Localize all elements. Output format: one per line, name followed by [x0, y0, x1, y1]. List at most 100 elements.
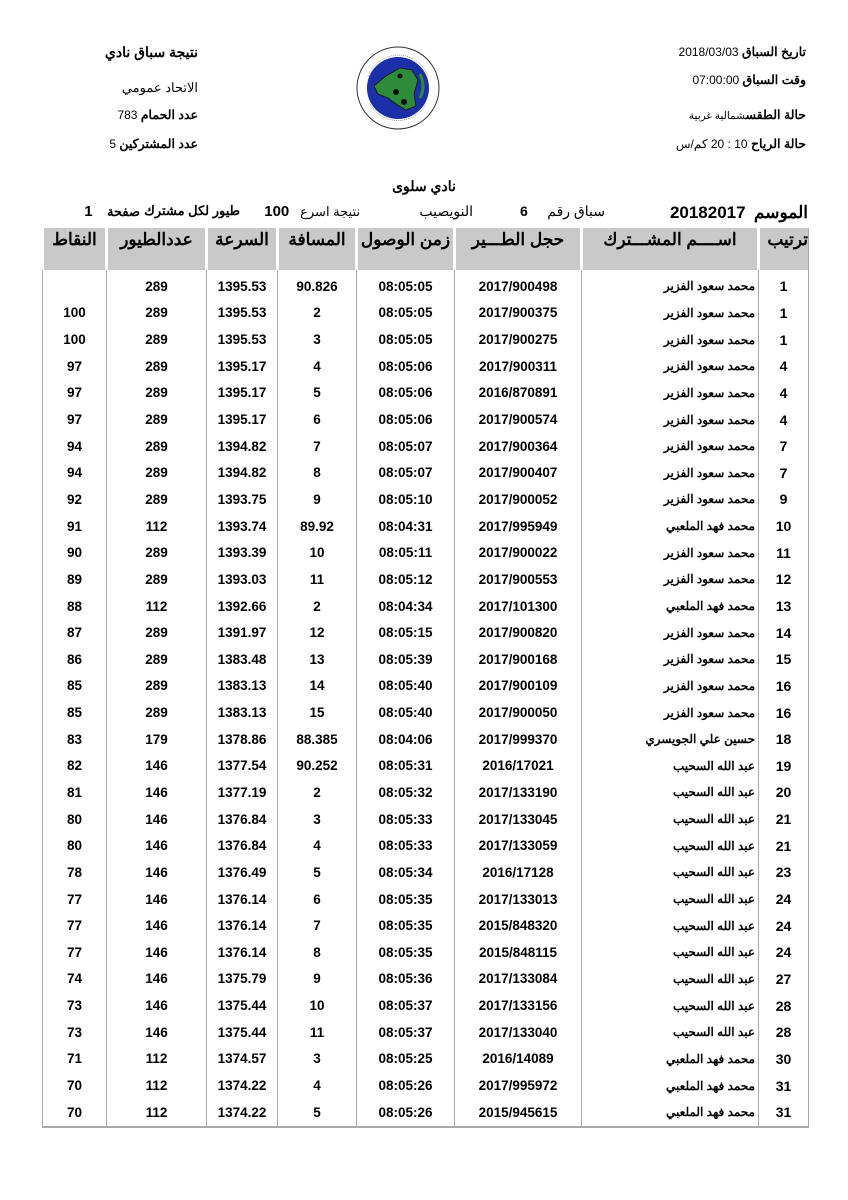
ring-cell: 2017/133059	[454, 832, 582, 860]
points-cell: 73	[42, 1018, 107, 1046]
race-time-label: وقت السباق	[742, 73, 806, 87]
arrival-time-cell: 08:05:26	[356, 1098, 455, 1128]
points-cell: 90	[42, 539, 107, 567]
ring-cell: 2017/900168	[454, 645, 582, 673]
participant-count: عدد المشتركين 5	[109, 136, 198, 151]
rank-cell: 9	[758, 486, 809, 513]
ring-cell: 2017/900052	[454, 486, 582, 513]
participant-count-label: عدد المشتركين	[119, 137, 198, 151]
arrival-time-cell: 08:05:36	[356, 965, 455, 993]
table-row: 9 محمد سعود الفزير 2017/900052 08:05:10 9 139…	[42, 486, 809, 513]
speed-cell: 1395.53	[206, 299, 278, 327]
fastest-result-label: نتيجة اسرع	[300, 204, 360, 219]
rank-cell: 13	[758, 592, 809, 620]
rank-cell: 31	[758, 1098, 809, 1128]
speed-cell: 1393.39	[206, 539, 278, 567]
ring-cell: 2017/900820	[454, 619, 582, 646]
bird-count-cell: 146	[106, 939, 207, 966]
points-cell: 92	[42, 486, 107, 513]
rank-cell: 18	[758, 725, 809, 753]
speed-cell: 1395.53	[206, 273, 278, 300]
table-row: 4 محمد سعود الفزير 2016/870891 08:05:06 5 139…	[42, 379, 809, 407]
ring-cell: 2017/900498	[454, 273, 582, 300]
participant-cell: محمد سعود الفزير	[581, 299, 759, 327]
participant-cell: عبد الله السحيب	[581, 805, 759, 833]
rank-cell: 7	[758, 459, 809, 487]
col-participant: اســــم المشـــترك	[580, 228, 759, 270]
table-row: 21 عبد الله السحيب 2017/133045 08:05:33 3 137…	[42, 805, 809, 833]
table-row: 20 عبد الله السحيب 2017/133190 08:05:32 2 137…	[42, 779, 809, 806]
bird-count-cell: 146	[106, 965, 207, 993]
bird-count-cell: 289	[106, 539, 207, 567]
ring-cell: 2017/995972	[454, 1072, 582, 1099]
ring-cell: 2017/900311	[454, 352, 582, 380]
ring-cell: 2017/133084	[454, 965, 582, 993]
rank-cell: 7	[758, 432, 809, 460]
arrival-time-cell: 08:05:05	[356, 299, 455, 327]
bird-count-cell: 146	[106, 912, 207, 940]
table-row: 31 محمد فهد الملعبي 2017/995972 08:05:26 4 13…	[42, 1072, 809, 1099]
points-cell: 97	[42, 352, 107, 380]
ring-cell: 2017/133040	[454, 1018, 582, 1046]
distance-cell: 15	[277, 699, 357, 726]
distance-cell: 12	[277, 619, 357, 646]
arrival-time-cell: 08:05:32	[356, 779, 455, 806]
distance-cell: 88.385	[277, 725, 357, 753]
table-row: 15 محمد سعود الفزير 2017/900168 08:05:39 13 1…	[42, 645, 809, 673]
arrival-time-cell: 08:05:33	[356, 832, 455, 860]
participant-cell: محمد فهد الملعبي	[581, 1045, 759, 1073]
rank-cell: 1	[758, 299, 809, 327]
points-cell: 78	[42, 859, 107, 886]
table-row: 24 عبد الله السحيب 2017/133013 08:05:35 6 137…	[42, 885, 809, 913]
table-row: 4 محمد سعود الفزير 2017/900574 08:05:06 6 139…	[42, 406, 809, 433]
participant-cell: محمد سعود الفزير	[581, 459, 759, 487]
distance-cell: 11	[277, 566, 357, 593]
speed-cell: 1375.44	[206, 992, 278, 1019]
race-time: وقت السباق 07:00:00	[692, 72, 806, 87]
bird-count-cell: 289	[106, 432, 207, 460]
bird-count-cell: 112	[106, 1098, 207, 1128]
table-row: 13 محمد فهد الملعبي 2017/101300 08:04:34 2 13…	[42, 592, 809, 620]
speed-cell: 1375.44	[206, 1018, 278, 1046]
bird-count-cell: 146	[106, 805, 207, 833]
participant-cell: محمد سعود الفزير	[581, 352, 759, 380]
arrival-time-cell: 08:05:10	[356, 486, 455, 513]
arrival-time-cell: 08:04:34	[356, 592, 455, 620]
rank-cell: 1	[758, 326, 809, 353]
points-cell: 85	[42, 672, 107, 700]
bird-count-cell: 112	[106, 592, 207, 620]
table-row: 16 محمد سعود الفزير 2017/900050 08:05:40 15 1…	[42, 699, 809, 726]
points-cell: 85	[42, 699, 107, 726]
page-indicator: صفحة 1	[84, 203, 140, 220]
bird-count-cell: 289	[106, 459, 207, 487]
speed-cell: 1374.57	[206, 1045, 278, 1073]
rank-cell: 4	[758, 406, 809, 433]
points-cell: 70	[42, 1072, 107, 1099]
participant-cell: محمد سعود الفزير	[581, 379, 759, 407]
ring-cell: 2017/900109	[454, 672, 582, 700]
points-cell: 77	[42, 885, 107, 913]
speed-cell: 1376.84	[206, 832, 278, 860]
participant-cell: عبد الله السحيب	[581, 965, 759, 993]
points-cell: 97	[42, 406, 107, 433]
arrival-time-cell: 08:05:15	[356, 619, 455, 646]
table-row: 1 محمد سعود الفزير 2017/900375 08:05:05 2 139…	[42, 299, 809, 327]
arrival-time-cell: 08:05:33	[356, 805, 455, 833]
distance-cell: 5	[277, 1098, 357, 1128]
points-cell: 89	[42, 566, 107, 593]
speed-cell: 1392.66	[206, 592, 278, 620]
season-label: الموسم	[753, 203, 808, 222]
speed-cell: 1376.14	[206, 939, 278, 966]
distance-cell: 89.92	[277, 512, 357, 540]
ring-cell: 2017/900407	[454, 459, 582, 487]
arrival-time-cell: 08:05:06	[356, 406, 455, 433]
table-row: 14 محمد سعود الفزير 2017/900820 08:05:15 12 1…	[42, 619, 809, 646]
arrival-time-cell: 08:05:06	[356, 379, 455, 407]
race-number-value: 6	[520, 203, 528, 219]
participant-cell: حسين علي الجويسري	[581, 725, 759, 753]
speed-cell: 1393.74	[206, 512, 278, 540]
ring-cell: 2015/848115	[454, 939, 582, 966]
distance-cell: 2	[277, 592, 357, 620]
table-row: 11 محمد سعود الفزير 2017/900022 08:05:11 10 1…	[42, 539, 809, 567]
weather: حالة الطقسشمالية غربية	[689, 107, 806, 122]
